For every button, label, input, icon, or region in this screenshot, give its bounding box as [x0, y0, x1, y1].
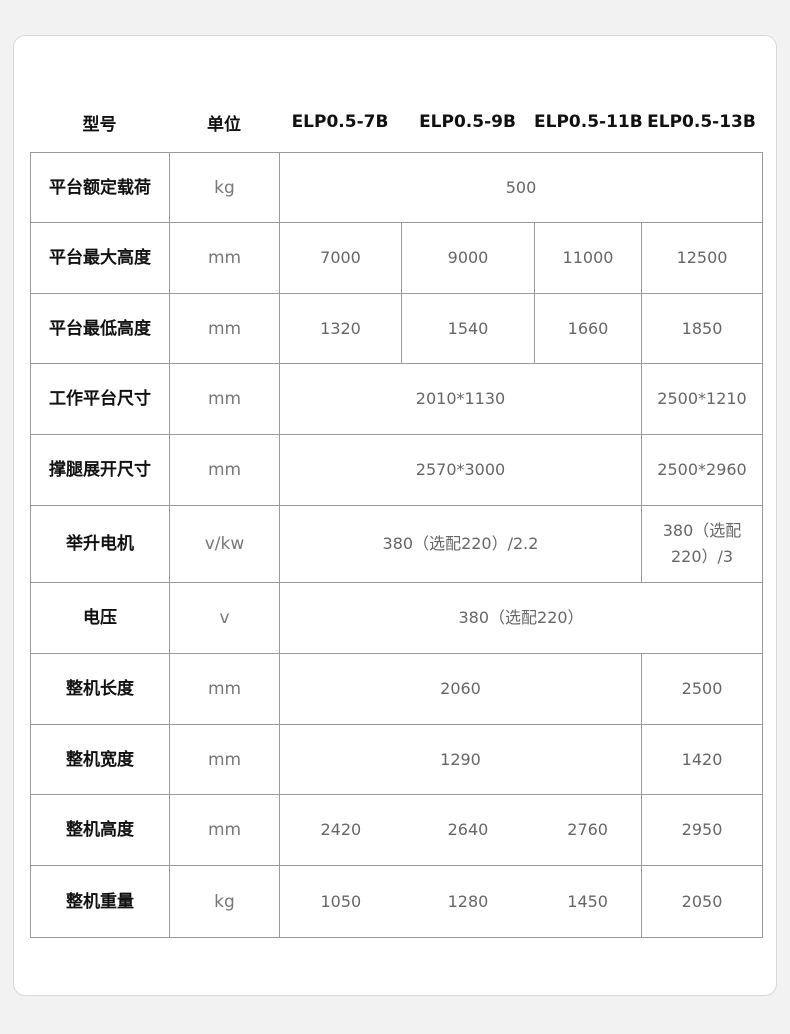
header-model: 型号 [82, 114, 117, 135]
row-unit: mm [169, 724, 280, 795]
row-label: 撑腿展开尺寸 [30, 434, 170, 506]
row-label: 工作平台尺寸 [30, 363, 170, 435]
row-unit: mm [169, 794, 280, 866]
row-value: 1320 [279, 293, 402, 364]
table-row: 电压 v 380（选配220） [30, 582, 764, 654]
row-value: 1660 [534, 293, 642, 364]
row-label: 电压 [30, 582, 170, 654]
table-row: 整机长度 mm 2060 2500 [30, 653, 764, 725]
row-unit: mm [169, 293, 280, 364]
spec-table: 平台额定载荷 kg 500 平台最大高度 mm 7000 9000 11000 … [30, 152, 764, 938]
row-label: 举升电机 [30, 505, 170, 583]
header-unit: 单位 [207, 114, 241, 135]
row-unit: kg [169, 865, 280, 938]
row-label: 整机宽度 [30, 724, 170, 795]
row-unit: v [169, 582, 280, 654]
row-value: 1290 [279, 724, 642, 795]
row-value: 2010*1130 [279, 363, 642, 435]
table-row: 撑腿展开尺寸 mm 2570*3000 2500*2960 [30, 434, 764, 506]
row-value: 2060 [279, 653, 642, 725]
table-row: 举升电机 v/kw 380（选配220）/2.2 380（选配220）/3 [30, 505, 764, 583]
header-model-3: ELP0.5-11B [534, 112, 643, 132]
row-value: 1420 [640, 724, 764, 795]
row-value: 500 [278, 152, 764, 223]
header-model-1: ELP0.5-7B [291, 112, 389, 132]
row-unit: mm [169, 434, 280, 506]
header-model-2: ELP0.5-9B [419, 112, 516, 132]
row-value: 12500 [640, 222, 764, 294]
row-value: 2500 [640, 653, 764, 725]
row-value: 2050 [640, 865, 764, 938]
row-value: 1050 [320, 891, 362, 911]
row-label: 整机长度 [30, 653, 170, 725]
table-row: 工作平台尺寸 mm 2010*1130 2500*1210 [30, 363, 764, 435]
row-value: 380（选配220） [278, 582, 764, 654]
row-value: 9000 [401, 222, 535, 294]
row-label: 整机高度 [30, 794, 170, 866]
row-values-group: 1050 1280 1450 [279, 865, 642, 938]
row-value: 2500*1210 [640, 363, 764, 435]
row-value: 1540 [401, 293, 535, 364]
row-value: 1450 [567, 891, 608, 911]
row-label: 整机重量 [30, 865, 170, 938]
row-value: 2420 [320, 820, 362, 839]
table-row: 整机宽度 mm 1290 1420 [30, 724, 764, 795]
row-value: 2760 [567, 820, 608, 839]
row-value: 7000 [279, 222, 402, 294]
row-label: 平台最大高度 [30, 222, 170, 294]
row-value: 380（选配220）/2.2 [279, 505, 642, 583]
row-value: 2950 [640, 794, 764, 866]
spec-table-header: 型号 单位 ELP0.5-7B ELP0.5-9B ELP0.5-11B ELP… [30, 92, 762, 152]
table-row: 平台额定载荷 kg 500 [30, 152, 764, 223]
row-values-group: 2420 2640 2760 [279, 794, 642, 866]
row-unit: mm [169, 653, 280, 725]
row-label: 平台额定载荷 [30, 152, 170, 223]
row-unit: mm [169, 363, 280, 435]
row-unit: v/kw [169, 505, 280, 583]
row-value: 11000 [534, 222, 642, 294]
row-value: 1850 [640, 293, 764, 364]
table-row: 整机重量 kg 1050 1280 1450 2050 [30, 865, 764, 938]
table-row: 整机高度 mm 2420 2640 2760 2950 [30, 794, 764, 866]
row-unit: mm [169, 222, 280, 294]
row-value: 2640 [447, 820, 489, 839]
table-row: 平台最低高度 mm 1320 1540 1660 1850 [30, 293, 764, 364]
row-label: 平台最低高度 [30, 293, 170, 364]
row-unit: kg [169, 152, 280, 223]
row-value: 2500*2960 [640, 434, 764, 506]
header-model-4: ELP0.5-13B [647, 112, 756, 132]
row-value: 380（选配220）/3 [640, 505, 764, 583]
table-row: 平台最大高度 mm 7000 9000 11000 12500 [30, 222, 764, 294]
row-value: 2570*3000 [279, 434, 642, 506]
row-value: 1280 [447, 891, 489, 911]
